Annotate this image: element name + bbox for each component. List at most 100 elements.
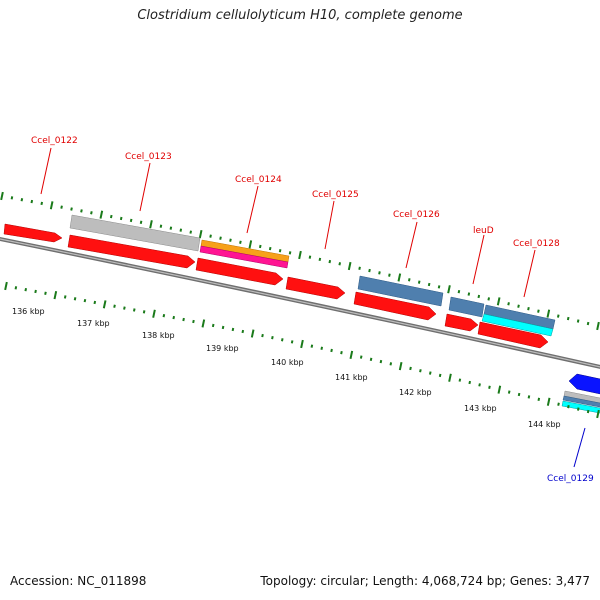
inner-tick-mark	[300, 339, 304, 349]
inner-tick-mark	[172, 315, 176, 320]
outer-tick-mark	[517, 304, 520, 308]
inner-tick-mark	[340, 350, 343, 355]
gene-label-ccel-0126: Ccel_0126	[393, 210, 440, 220]
cyan-feature-ccel-0128[interactable]	[481, 313, 554, 337]
steelblue-feature-ccel-0126[interactable]	[357, 275, 444, 307]
outer-tick-mark	[119, 216, 123, 221]
inner-tick-mark	[53, 290, 58, 300]
outer-tick-mark	[70, 207, 73, 211]
inner-tick-mark	[567, 404, 570, 409]
outer-tick-mark	[219, 236, 222, 240]
kbp-label: 142 kbp	[399, 388, 432, 397]
cyan-feature-right[interactable]	[561, 400, 600, 414]
inner-tick-mark	[241, 329, 245, 334]
outer-tick-mark	[318, 257, 322, 262]
inner-tick-mark	[113, 304, 116, 308]
inner-tick-mark	[438, 373, 442, 378]
inner-tick-mark	[211, 323, 215, 328]
gene-arrow-ccel-0122-upper[interactable]	[3, 223, 63, 243]
outer-tick-mark	[388, 273, 391, 277]
inner-tick-mark	[123, 306, 126, 310]
inner-tick-mark	[93, 300, 97, 305]
outer-tick-mark	[507, 302, 510, 306]
inner-tick-mark	[24, 287, 28, 292]
inner-tick-mark	[507, 390, 511, 394]
outer-tick-mark	[80, 209, 83, 213]
gene-arrow-leud[interactable]	[444, 313, 479, 332]
kbp-label: 143 kbp	[464, 404, 497, 413]
inner-tick-mark	[527, 395, 531, 399]
inner-tick-mark	[349, 350, 354, 359]
leader-line-ccel-0128	[523, 249, 536, 298]
outer-tick-mark	[239, 240, 242, 244]
inner-tick-mark	[102, 300, 107, 309]
outer-tick-mark	[397, 273, 402, 282]
outer-tick-mark	[49, 201, 54, 210]
outer-tick-mark	[566, 316, 570, 321]
grey-feature-right[interactable]	[563, 390, 600, 404]
outer-tick-mark	[109, 214, 113, 219]
outer-tick-mark	[60, 205, 63, 209]
inner-tick-mark	[546, 397, 551, 406]
outer-tick-mark	[198, 230, 203, 239]
topology-summary-text: Topology: circular; Length: 4,068,724 bp…	[260, 574, 590, 588]
gene-arrow-ccel-0129[interactable]	[568, 373, 600, 395]
gene-label-ccel-0125: Ccel_0125	[312, 190, 359, 200]
inner-tick-mark	[596, 409, 600, 419]
outer-tick-mark	[417, 280, 421, 284]
steelblue-feature-leud[interactable]	[448, 296, 485, 318]
inner-tick-mark	[537, 397, 541, 402]
outer-tick-mark	[358, 266, 361, 270]
pink-feature-ccel-0124[interactable]	[199, 245, 289, 269]
outer-tick-mark	[139, 220, 143, 224]
kbp-label: 137 kbp	[77, 319, 110, 328]
gene-arrow-ccel-0124[interactable]	[195, 257, 284, 286]
outer-tick-mark	[527, 307, 530, 311]
inner-tick-mark	[557, 402, 560, 406]
gene-leader-lines	[40, 147, 586, 468]
inner-tick-mark	[250, 329, 255, 338]
outer-tick-mark	[496, 297, 501, 306]
inner-tick-mark	[419, 369, 422, 373]
inner-tick-mark	[497, 385, 502, 394]
inner-tick-mark	[576, 407, 580, 411]
gene-arrow-ccel-0126[interactable]	[353, 291, 437, 321]
inner-tick-mark	[517, 392, 521, 397]
outer-tick-mark	[457, 289, 461, 294]
gene-label-ccel-0122: Ccel_0122	[31, 136, 78, 146]
outer-tick-mark	[149, 220, 153, 229]
map-title: Clostridium cellulolyticum H10, complete…	[137, 8, 463, 23]
outer-tick-mark	[556, 314, 560, 318]
outer-tick-mark	[407, 278, 411, 282]
inner-tick-mark	[428, 371, 432, 375]
outer-tick-mark	[368, 268, 371, 273]
outer-tick-mark	[179, 228, 183, 232]
outer-tick-mark	[308, 255, 312, 259]
outer-tick-mark	[20, 198, 24, 202]
outer-tick-mark	[437, 285, 441, 289]
leader-line-ccel-0122	[40, 147, 52, 195]
outer-tick-mark	[129, 218, 133, 223]
inner-tick-mark	[320, 346, 324, 350]
inner-tick-mark	[330, 348, 333, 353]
kbp-label: 139 kbp	[206, 344, 239, 353]
inner-tick-mark	[586, 409, 590, 414]
inner-tick-mark	[290, 340, 294, 344]
gene-arrow-ccel-0123[interactable]	[67, 234, 196, 269]
steelblue-feature-right[interactable]	[562, 395, 600, 408]
gene-label-ccel-0129: Ccel_0129	[547, 474, 594, 484]
grey-feature-ccel-0123[interactable]	[69, 214, 201, 252]
inner-tick-mark	[132, 308, 136, 312]
inner-tick-mark	[201, 319, 206, 328]
gene-arrow-ccel-0125[interactable]	[285, 276, 346, 300]
gene-arrow-ccel-0128[interactable]	[477, 321, 549, 349]
inner-tick-mark	[152, 309, 156, 318]
inner-tick-mark	[478, 383, 481, 387]
kbp-label: 140 kbp	[271, 358, 304, 367]
kbp-label: 141 kbp	[335, 373, 368, 382]
leader-line-ccel-0123	[139, 162, 151, 212]
outer-tick-mark	[467, 292, 471, 296]
inner-tick-mark	[280, 338, 284, 342]
accession-text: Accession: NC_011898	[10, 574, 147, 588]
outer-tick-mark	[477, 294, 481, 299]
